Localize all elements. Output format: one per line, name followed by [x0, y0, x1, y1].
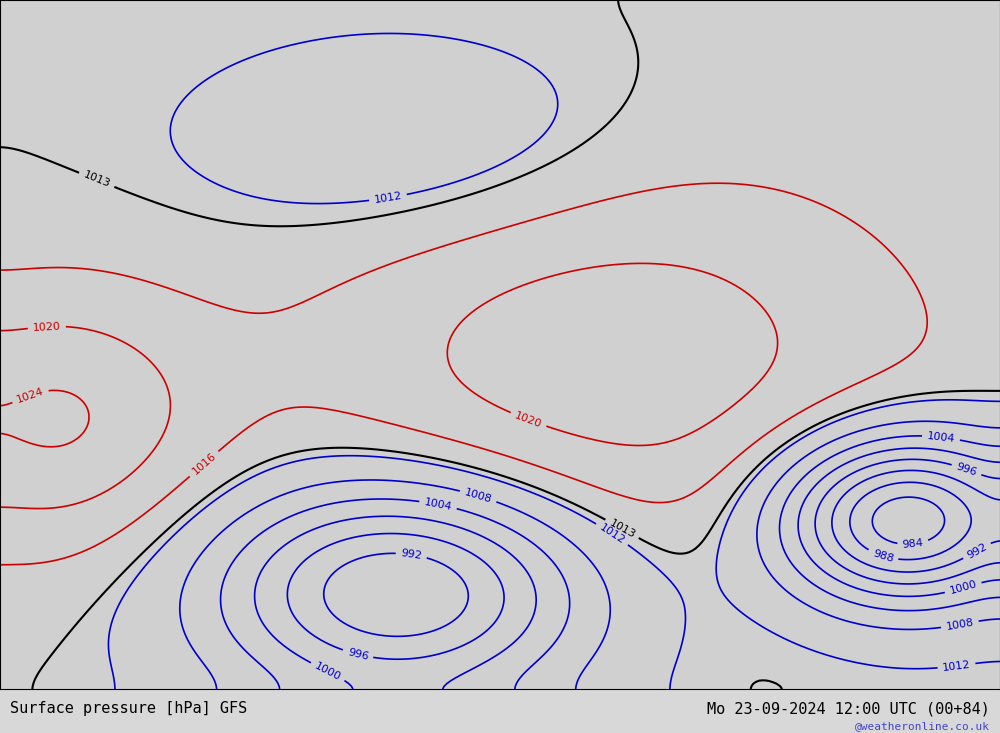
Text: 1000: 1000 — [948, 579, 978, 597]
Text: 1013: 1013 — [82, 170, 112, 190]
Text: 984: 984 — [902, 538, 924, 550]
Text: Surface pressure [hPa] GFS: Surface pressure [hPa] GFS — [10, 701, 247, 716]
Text: 1012: 1012 — [598, 522, 627, 546]
Text: 992: 992 — [965, 541, 989, 560]
Text: 996: 996 — [955, 462, 978, 478]
Text: 996: 996 — [346, 647, 369, 662]
Text: 1012: 1012 — [942, 659, 971, 673]
Text: 1013: 1013 — [607, 517, 637, 540]
Text: 1020: 1020 — [514, 410, 543, 430]
Text: 1024: 1024 — [15, 386, 45, 405]
Text: 1008: 1008 — [463, 487, 493, 505]
Text: 1004: 1004 — [423, 497, 453, 512]
Text: 1004: 1004 — [927, 431, 956, 443]
Text: @weatheronline.co.uk: @weatheronline.co.uk — [855, 721, 990, 731]
Text: 988: 988 — [871, 548, 895, 564]
Text: 1020: 1020 — [33, 321, 61, 333]
Text: 1012: 1012 — [373, 191, 403, 205]
Text: 1008: 1008 — [945, 617, 975, 632]
Text: 1000: 1000 — [313, 660, 342, 682]
Text: Mo 23-09-2024 12:00 UTC (00+84): Mo 23-09-2024 12:00 UTC (00+84) — [707, 701, 990, 716]
Text: 992: 992 — [400, 548, 423, 561]
Text: 1016: 1016 — [190, 451, 218, 477]
